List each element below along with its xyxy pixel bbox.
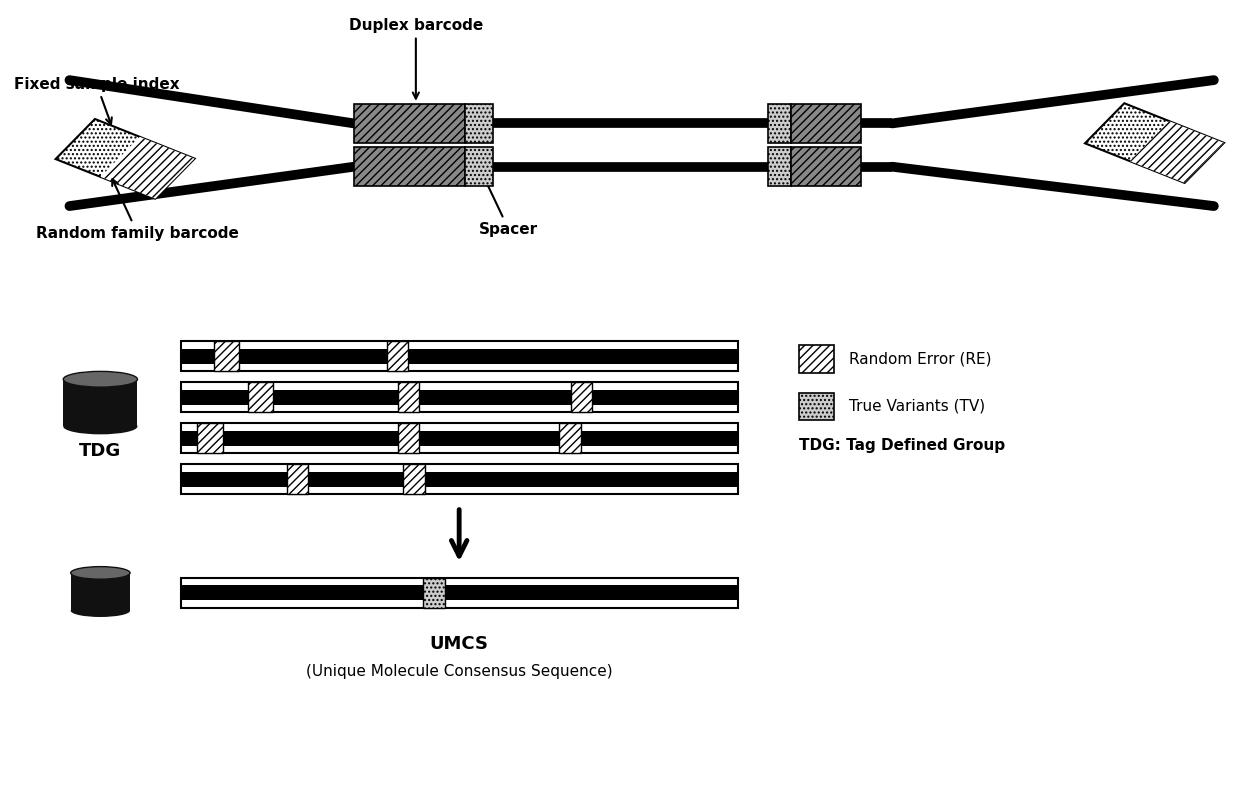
Bar bbox=[465, 103, 492, 143]
Bar bbox=[215, 341, 239, 371]
Bar bbox=[353, 147, 465, 186]
Text: TDG: Tag Defined Group: TDG: Tag Defined Group bbox=[800, 438, 1006, 453]
Ellipse shape bbox=[63, 371, 138, 387]
Text: Spacer: Spacer bbox=[479, 171, 538, 237]
Bar bbox=[63, 379, 138, 427]
Bar bbox=[71, 573, 130, 611]
Ellipse shape bbox=[63, 419, 138, 435]
Text: TDG: TDG bbox=[79, 442, 122, 461]
Bar bbox=[1085, 103, 1224, 183]
Bar bbox=[398, 382, 419, 412]
Bar bbox=[181, 577, 738, 608]
Bar bbox=[791, 103, 862, 143]
Bar bbox=[791, 147, 862, 186]
Bar bbox=[181, 382, 738, 412]
Bar bbox=[181, 585, 738, 600]
Bar bbox=[398, 423, 419, 453]
Bar bbox=[769, 103, 791, 143]
Text: Duplex barcode: Duplex barcode bbox=[348, 18, 484, 99]
Bar bbox=[197, 423, 222, 453]
Bar bbox=[181, 431, 738, 446]
Text: Random Error (RE): Random Error (RE) bbox=[849, 352, 992, 367]
Text: Random family barcode: Random family barcode bbox=[36, 179, 239, 241]
Bar bbox=[353, 103, 465, 143]
Bar bbox=[181, 341, 738, 371]
Bar bbox=[465, 147, 492, 186]
Text: UMCS: UMCS bbox=[430, 635, 489, 653]
Bar bbox=[56, 119, 195, 198]
Bar bbox=[286, 465, 308, 495]
Bar bbox=[248, 382, 273, 412]
Bar bbox=[800, 393, 835, 420]
Bar bbox=[559, 423, 580, 453]
Bar bbox=[181, 465, 738, 495]
Bar bbox=[1130, 121, 1224, 183]
Bar bbox=[181, 472, 738, 487]
Text: True Variants (TV): True Variants (TV) bbox=[849, 399, 985, 414]
Bar bbox=[181, 423, 738, 453]
Bar bbox=[387, 341, 408, 371]
Bar bbox=[423, 577, 445, 608]
Ellipse shape bbox=[71, 566, 130, 579]
Ellipse shape bbox=[71, 604, 130, 617]
Text: Fixed sample index: Fixed sample index bbox=[14, 77, 180, 124]
Bar bbox=[403, 465, 424, 495]
Bar bbox=[181, 349, 738, 364]
Bar bbox=[769, 147, 791, 186]
Text: (Unique Molecule Consensus Sequence): (Unique Molecule Consensus Sequence) bbox=[306, 664, 613, 679]
Bar bbox=[181, 390, 738, 404]
Bar bbox=[100, 137, 195, 198]
Bar bbox=[800, 345, 835, 373]
Bar bbox=[570, 382, 591, 412]
